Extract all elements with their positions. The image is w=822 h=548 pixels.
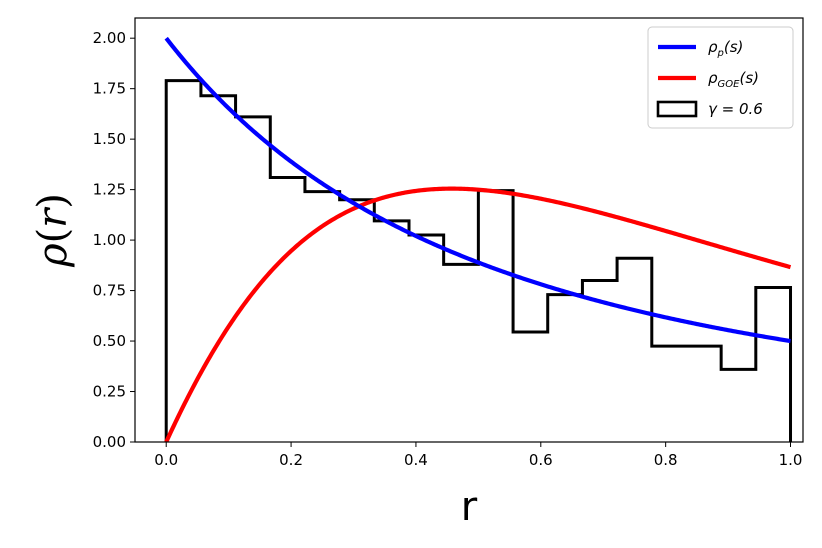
histogram-bin (652, 346, 687, 442)
y-tick-label: 1.25 (93, 181, 126, 199)
histogram-bin (270, 178, 305, 442)
histogram-bin (374, 221, 409, 442)
axes-frame (134, 17, 804, 443)
y-tick-label: 1.50 (93, 130, 126, 148)
y-tick-label: 2.00 (93, 29, 126, 47)
histogram-bin (201, 96, 236, 442)
x-tick-label: 0.2 (279, 451, 303, 469)
x-tick-label: 0.4 (404, 451, 428, 469)
y-axis-label-base: ρ (30, 243, 76, 268)
y-axis-label-arg: r (30, 206, 76, 228)
legend-swatch (656, 100, 698, 118)
ticks: 0.0 0.2 0.4 0.6 0.8 1.0 0.00 0.25 0.50 0.75 1.00 1.… (93, 29, 803, 469)
x-tick-label: 0.0 (154, 451, 178, 469)
y-axis-label: ρ(r) (30, 193, 76, 268)
histogram-bin (686, 346, 721, 442)
y-tick-label: 0.25 (93, 383, 126, 401)
x-tick-label: 0.8 (654, 451, 678, 469)
histogram-bin (721, 369, 756, 442)
x-tick-label: 0.6 (529, 451, 553, 469)
legend-entry-goe: ρGOE(s) (658, 69, 759, 90)
histogram-bin (513, 332, 548, 442)
histogram-bin (617, 258, 652, 442)
y-tick-label: 1.00 (93, 231, 126, 249)
histogram-bin (756, 288, 791, 442)
legend-label: γ = 0.6 (708, 100, 763, 118)
series-poisson (164, 36, 791, 344)
legend-label: ρp(s) (708, 38, 743, 59)
plot-area (164, 36, 793, 442)
series-poisson-line (164, 36, 791, 344)
legend-label: ρGOE(s) (708, 69, 759, 90)
x-tick-label: 1.0 (779, 451, 803, 469)
histogram-bin (305, 192, 340, 442)
legend-entry-histogram: γ = 0.6 (656, 100, 763, 118)
series-goe-line (164, 186, 792, 442)
histogram-bin (444, 264, 479, 442)
histogram-bin (409, 235, 444, 442)
y-tick-label: 0.50 (93, 332, 126, 350)
series-goe (164, 186, 792, 442)
legend: ρp(s) ρGOE(s) γ = 0.6 (647, 26, 794, 129)
y-tick-label: 0.75 (93, 282, 126, 300)
y-tick-label: 0.00 (93, 433, 126, 451)
legend-entry-poisson: ρp(s) (658, 38, 743, 59)
y-tick-label: 1.75 (93, 80, 126, 98)
histogram-bin (548, 295, 583, 442)
x-axis-label: r (461, 484, 478, 530)
histogram-bin (478, 191, 513, 442)
histogram-bin (166, 81, 201, 442)
histogram-bin (340, 200, 375, 442)
